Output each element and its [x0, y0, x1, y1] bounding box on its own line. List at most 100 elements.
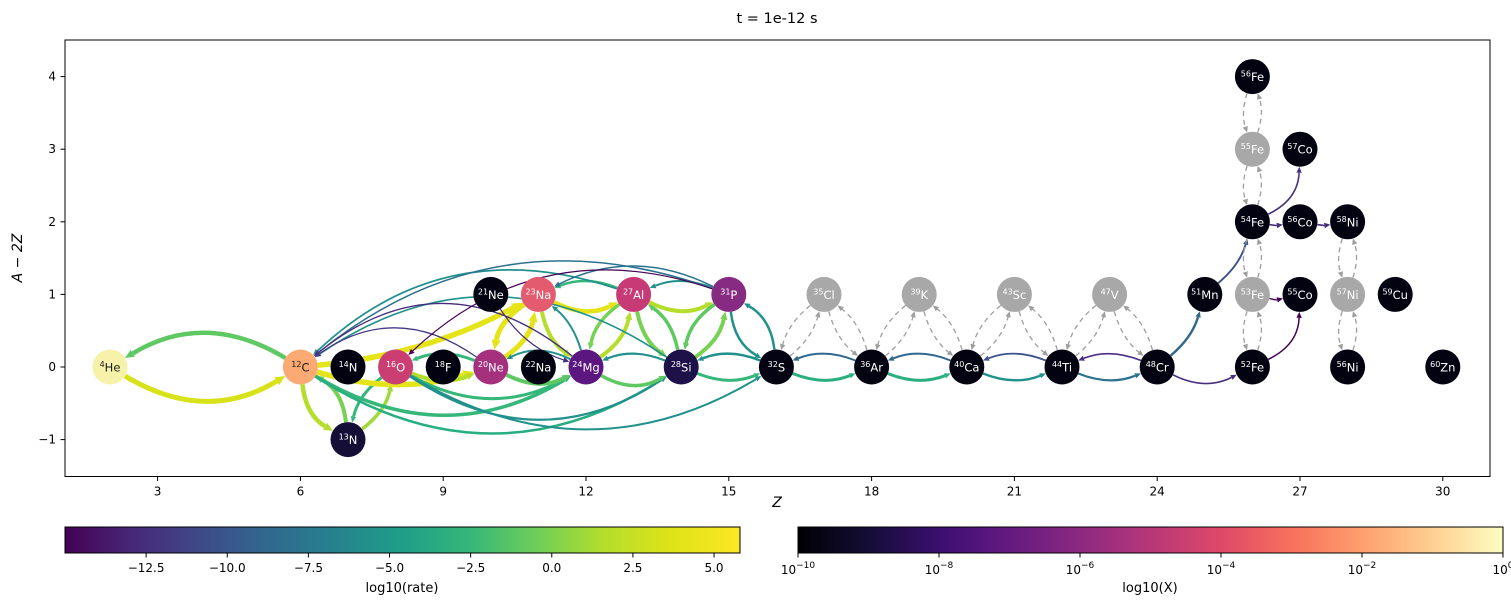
node-27Al: 27Al	[616, 276, 652, 312]
edge-4He-12C	[123, 373, 286, 404]
edge-23Na-27Al	[553, 300, 618, 314]
node-label-60Zn: 60Zn	[1430, 360, 1455, 375]
edge-39K-36Ar	[875, 304, 907, 351]
y-tick-label-4: 4	[48, 70, 56, 84]
node-23Na: 23Na	[520, 276, 556, 312]
edge-32S-36Ar	[792, 372, 856, 382]
edge-47V-44Ti	[1065, 304, 1097, 351]
edge-40Ca-39K	[932, 305, 963, 351]
edge-24Mg-28Si	[600, 374, 666, 388]
colorbar-rate-tick-label: −2.5	[456, 561, 485, 575]
node-label-57Ni: 57Ni	[1337, 287, 1359, 302]
edge-44Ti-47V	[1075, 311, 1106, 357]
y-tick-label-1: 1	[48, 287, 56, 301]
node-label-56Fe: 56Fe	[1241, 70, 1264, 85]
edge-44Ti-40Ca	[983, 352, 1047, 362]
colorbar-rate-tick-label: −10.0	[209, 561, 246, 575]
edge-48Cr-51Mn	[1169, 311, 1201, 357]
node-label-51Mn: 51Mn	[1191, 287, 1218, 302]
x-tick-label-24: 24	[1150, 485, 1165, 499]
edge-40Ca-44Ti	[982, 372, 1046, 382]
edge-23Na-24Mg	[539, 311, 572, 357]
node-52Fe: 52Fe	[1234, 349, 1270, 385]
colorbar-rate-tick-label: 5.0	[704, 561, 723, 575]
edge-40Ca-43Sc	[979, 311, 1011, 357]
x-tick-label-21: 21	[1007, 485, 1022, 499]
colorbar-x: 10−10 10−8 10−6 10−4 10−2 100	[781, 526, 1511, 577]
edge-35Cl-32S	[780, 304, 811, 351]
edge-43Sc-44Ti	[1018, 311, 1049, 356]
colorbar-x-tick-label: 100	[1492, 561, 1511, 577]
node-label-4He: 4He	[100, 360, 121, 375]
x-tick-label-30: 30	[1435, 485, 1450, 499]
node-60Zn: 60Zn	[1425, 349, 1461, 385]
edge-28Si-31P	[694, 311, 728, 359]
node-label-39K: 39K	[910, 287, 928, 302]
node-label-56Co: 56Co	[1287, 215, 1312, 230]
colorbar-rate-tick-label: 0.0	[542, 561, 561, 575]
node-label-20Ne: 20Ne	[478, 360, 504, 375]
colorbar-rate-tick-label: −12.5	[128, 561, 165, 575]
edge-27Al-24Mg	[587, 302, 621, 350]
edge-54Fe-55Fe	[1257, 165, 1263, 206]
node-label-23Na: 23Na	[525, 287, 551, 302]
node-56Fe: 56Fe	[1234, 59, 1270, 95]
edge-40Ca-36Ar	[887, 352, 951, 362]
reaction-network-nodes: 4He 12C 13N 14N 16O 18F 20Ne 21Ne 22Na 23Na 24Mg 27…	[92, 59, 1461, 458]
node-44Ti: 44Ti	[1044, 349, 1080, 385]
colorbar-x-tick-label: 10−10	[781, 561, 816, 577]
node-label-13N: 13N	[339, 433, 358, 448]
edge-43Sc-40Ca	[970, 304, 1002, 351]
x-tick-label-15: 15	[721, 485, 736, 499]
edge-24Mg-27Al	[599, 311, 633, 359]
colorbar-x-tick-label: 10−6	[1066, 561, 1095, 577]
node-label-12C: 12C	[291, 360, 309, 375]
x-tick-label-18: 18	[864, 485, 879, 499]
node-label-44Ti: 44Ti	[1052, 360, 1072, 375]
edge-31P-32S	[729, 311, 762, 359]
node-label-22Na: 22Na	[525, 360, 551, 375]
node-36Ar: 36Ar	[854, 349, 890, 385]
node-22Na: 22Na	[520, 349, 556, 385]
node-label-14N: 14N	[339, 360, 358, 375]
node-label-27Al: 27Al	[623, 287, 644, 302]
edge-20Ne-12C	[314, 327, 477, 358]
node-20Ne: 20Ne	[473, 349, 509, 385]
node-35Cl: 35Cl	[806, 276, 842, 312]
edge-54Fe-57Co	[1267, 166, 1302, 215]
node-label-56Ni: 56Ni	[1337, 360, 1359, 375]
node-label-36Ar: 36Ar	[860, 360, 883, 375]
edge-36Ar-32S	[792, 352, 856, 362]
node-label-28Si: 28Si	[671, 360, 692, 375]
edge-16O-13N	[350, 376, 383, 423]
y-tick-label-0: 0	[48, 360, 56, 374]
edge-36Ar-40Ca	[887, 372, 951, 382]
x-axis-label: Z	[771, 495, 782, 511]
node-24Mg: 24Mg	[568, 349, 604, 385]
node-32S: 32S	[758, 349, 794, 385]
node-label-52Fe: 52Fe	[1241, 360, 1264, 375]
node-label-32S: 32S	[768, 360, 786, 375]
y-tick-label--1: −1	[38, 433, 56, 447]
y-tick-label-3: 3	[48, 142, 56, 156]
node-label-24Mg: 24Mg	[572, 360, 599, 375]
edge-12C-4He	[125, 330, 287, 360]
edge-32S-28Si	[697, 352, 761, 362]
edge-44Ti-43Sc	[1028, 305, 1058, 351]
edge-31P-16O	[408, 269, 713, 355]
colorbar-x-bar	[797, 526, 1504, 554]
edge-44Ti-48Cr	[1077, 372, 1141, 382]
node-label-53Fe: 53Fe	[1241, 287, 1264, 302]
edge-36Ar-39K	[884, 311, 916, 357]
node-label-18F: 18F	[435, 360, 452, 375]
node-18F: 18F	[425, 349, 461, 385]
edge-58Ni-57Ni	[1337, 238, 1343, 278]
node-label-57Co: 57Co	[1287, 142, 1312, 157]
node-label-21Ne: 21Ne	[478, 287, 504, 302]
node-label-58Ni: 58Ni	[1337, 215, 1359, 230]
edge-55Fe-56Fe	[1257, 93, 1263, 133]
node-label-55Fe: 55Fe	[1241, 142, 1264, 157]
y-tick-label-2: 2	[48, 215, 56, 229]
